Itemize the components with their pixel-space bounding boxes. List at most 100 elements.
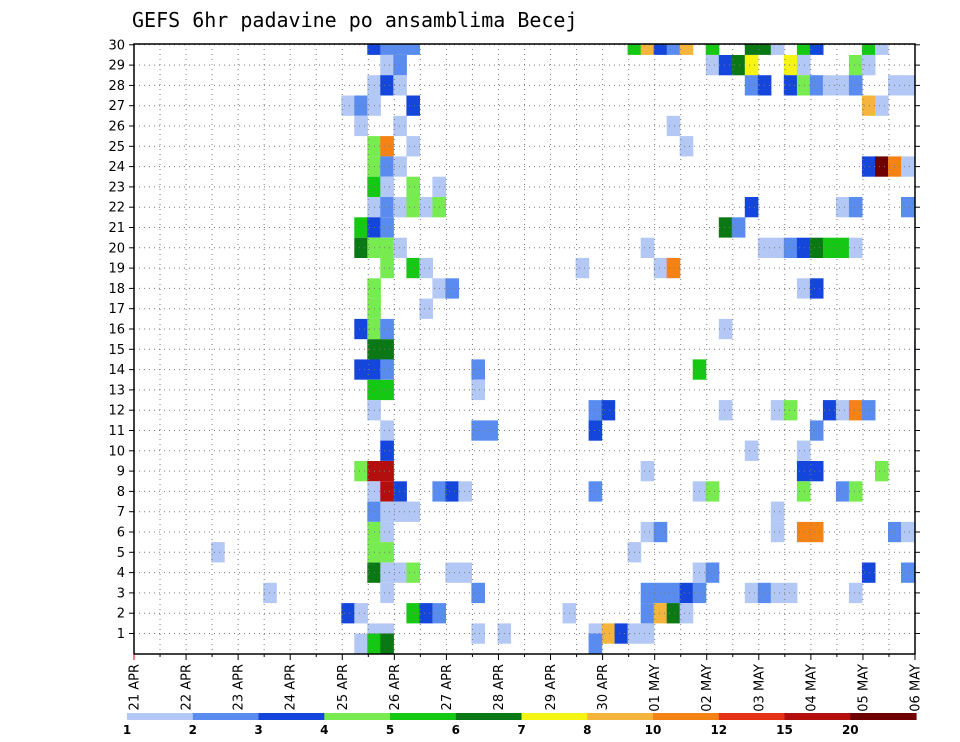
y-tick-label: 28 [108, 79, 125, 94]
precip-cell [744, 44, 759, 55]
precip-cell [380, 481, 394, 502]
precip-cell [666, 44, 681, 55]
x-tick-label: 21 APR [128, 664, 143, 710]
colorbar-swatch [127, 713, 194, 720]
y-tick-label: 8 [117, 485, 125, 500]
precip-cell [640, 237, 655, 258]
precip-cell [848, 237, 863, 258]
precip-cell [380, 420, 394, 441]
precip-cell [380, 501, 394, 522]
colorbar-label: 15 [776, 723, 793, 737]
colorbar-label: 2 [189, 723, 197, 737]
colorbar-swatch [587, 713, 654, 720]
precip-cell [393, 501, 407, 522]
precip-cell [796, 521, 811, 543]
precip-cell [901, 156, 915, 177]
y-tick-label: 9 [117, 465, 125, 480]
precip-cell [835, 197, 850, 218]
precip-cell [406, 501, 420, 522]
precip-cell [419, 298, 433, 319]
precip-cell [901, 562, 915, 583]
y-tick-label: 16 [108, 323, 125, 338]
precip-cell [380, 156, 394, 177]
precip-cell [770, 400, 785, 421]
precip-cell [354, 115, 368, 137]
precip-cell [809, 420, 824, 441]
precip-cell [406, 197, 420, 218]
y-tick-label: 24 [108, 160, 125, 175]
precip-cell [861, 400, 876, 421]
precip-cell [731, 55, 746, 76]
x-tick-label: 30 APR [596, 664, 611, 710]
precip-cell [875, 44, 889, 55]
precip-cell [393, 237, 407, 258]
precip-cell [770, 501, 785, 522]
precip-cell [380, 379, 394, 401]
precip-cell [796, 481, 811, 502]
precip-cell [354, 318, 368, 340]
y-tick-label: 19 [108, 262, 125, 277]
x-tick-label: 05 MAY [856, 664, 871, 712]
precip-cell [601, 623, 616, 644]
colorbar-label: 4 [320, 723, 328, 737]
precip-cell [471, 359, 485, 380]
colorbar-label: 7 [517, 723, 525, 737]
y-tick-label: 13 [108, 383, 125, 398]
precip-cell [471, 582, 485, 604]
precip-cell [901, 197, 915, 218]
y-tick-label: 17 [108, 302, 125, 317]
precip-cell [718, 318, 733, 340]
precip-cell [770, 521, 785, 543]
colorbar-label: 12 [710, 723, 727, 737]
precip-cell [783, 400, 798, 421]
colorbar-swatch [521, 713, 588, 720]
precip-cell [848, 582, 863, 604]
precip-cell [718, 400, 733, 421]
precip-cell [653, 521, 668, 543]
precip-cell [614, 623, 629, 644]
precip-cell [406, 257, 420, 279]
precip-cell [809, 44, 824, 55]
y-tick-label: 5 [117, 546, 125, 561]
colorbar: 1 2 3 4 5 6 7 8 10 12 15 20 [123, 713, 917, 737]
precip-cell [588, 481, 603, 502]
precip-cell [861, 95, 876, 116]
precip-cell [393, 197, 407, 218]
precip-cell [354, 603, 368, 624]
colorbar-swatch [390, 713, 457, 720]
precip-cell [796, 75, 811, 96]
precip-cell [406, 44, 420, 55]
precip-cell [380, 318, 394, 340]
precip-cell [393, 481, 407, 502]
y-tick-label: 7 [117, 505, 125, 520]
precip-cell [901, 521, 915, 543]
colorbar-swatch [258, 713, 325, 720]
y-tick-label: 14 [108, 363, 125, 378]
precip-cell [458, 481, 472, 502]
precip-cell [380, 521, 394, 543]
y-tick-label: 25 [108, 140, 125, 155]
y-tick-label: 29 [108, 59, 125, 74]
precip-cell [380, 582, 394, 604]
x-tick-label: 28 APR [492, 664, 507, 710]
precip-cell [770, 44, 785, 55]
precip-cell [848, 400, 863, 421]
precip-cell [354, 461, 368, 482]
precip-cell [406, 95, 420, 116]
precip-cell [445, 562, 459, 583]
precip-cell [875, 156, 889, 177]
x-axis: 21 APR 22 APR 23 APR 24 APR 25 APR 26 APR 27 A… [128, 654, 924, 712]
y-tick-label: 30 [108, 38, 125, 53]
y-axis: 1234567891011121314151617181920212223242… [108, 38, 920, 642]
x-tick-label: 03 MAY [752, 664, 767, 712]
precip-cells [211, 44, 915, 654]
precip-cell [380, 176, 394, 197]
precip-cell [354, 359, 368, 380]
precip-cell [354, 237, 368, 258]
x-tick-label: 26 APR [388, 664, 403, 710]
x-tick-label: 01 MAY [648, 664, 663, 712]
precip-cell [393, 75, 407, 96]
x-tick-label: 02 MAY [700, 664, 715, 712]
precip-cell [380, 197, 394, 218]
precip-cell [705, 44, 720, 55]
